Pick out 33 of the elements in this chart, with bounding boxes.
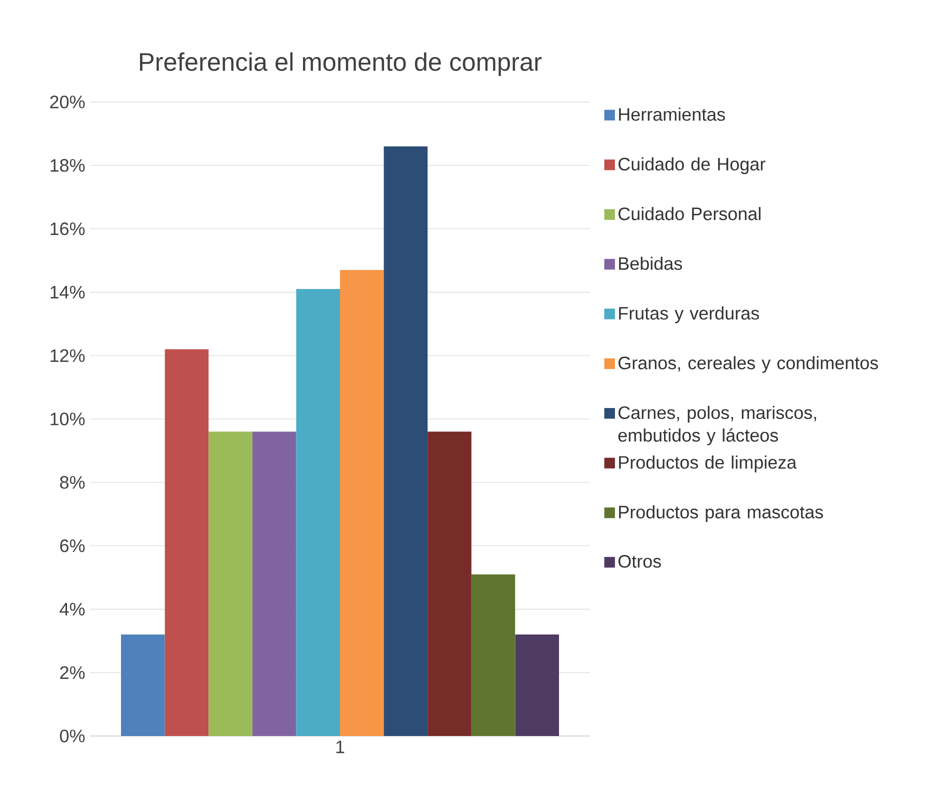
legend-label: Herramientas xyxy=(619,108,725,121)
y-tick-label: 0% xyxy=(60,730,85,742)
legend-label: Cuidado Personal xyxy=(618,207,760,220)
legend-label: Frutas y verduras xyxy=(619,306,759,324)
legend-label: Carnes, polos, mariscos, embutidos y lácteos xyxy=(618,406,816,446)
legend-label: Otros xyxy=(618,554,661,568)
y-tick-label: 14% xyxy=(50,286,85,298)
y-tick-label: 12% xyxy=(50,349,85,362)
bar xyxy=(515,634,560,736)
y-tick-label: 18% xyxy=(50,159,85,172)
y-tick-label: 10% xyxy=(50,412,85,426)
y-tick-label: 20% xyxy=(50,96,85,108)
bar xyxy=(208,432,252,736)
y-tick-label: 4% xyxy=(60,602,85,616)
bar xyxy=(252,432,296,736)
bar xyxy=(384,146,428,736)
y-tick-label: 6% xyxy=(60,539,85,552)
y-tick-label: 8% xyxy=(60,476,85,489)
bar xyxy=(121,634,165,736)
bar xyxy=(340,270,384,736)
legend-label: Cuidado de Hogar xyxy=(618,157,766,174)
x-tick-label: 1 xyxy=(336,740,344,754)
legend-label: Bebidas xyxy=(619,256,682,270)
bar xyxy=(471,574,516,736)
bar xyxy=(164,349,209,736)
bar xyxy=(296,289,340,736)
bar xyxy=(428,432,472,736)
legend-label: Productos para mascotas xyxy=(619,505,824,522)
y-tick-label: 16% xyxy=(50,222,85,236)
chart-title: Preferencia el momento de comprar xyxy=(140,52,542,76)
y-tick-label: 2% xyxy=(60,666,85,679)
legend-label: Granos, cereales y condimentos xyxy=(618,356,878,373)
legend-label: Productos de limpieza xyxy=(619,456,797,472)
